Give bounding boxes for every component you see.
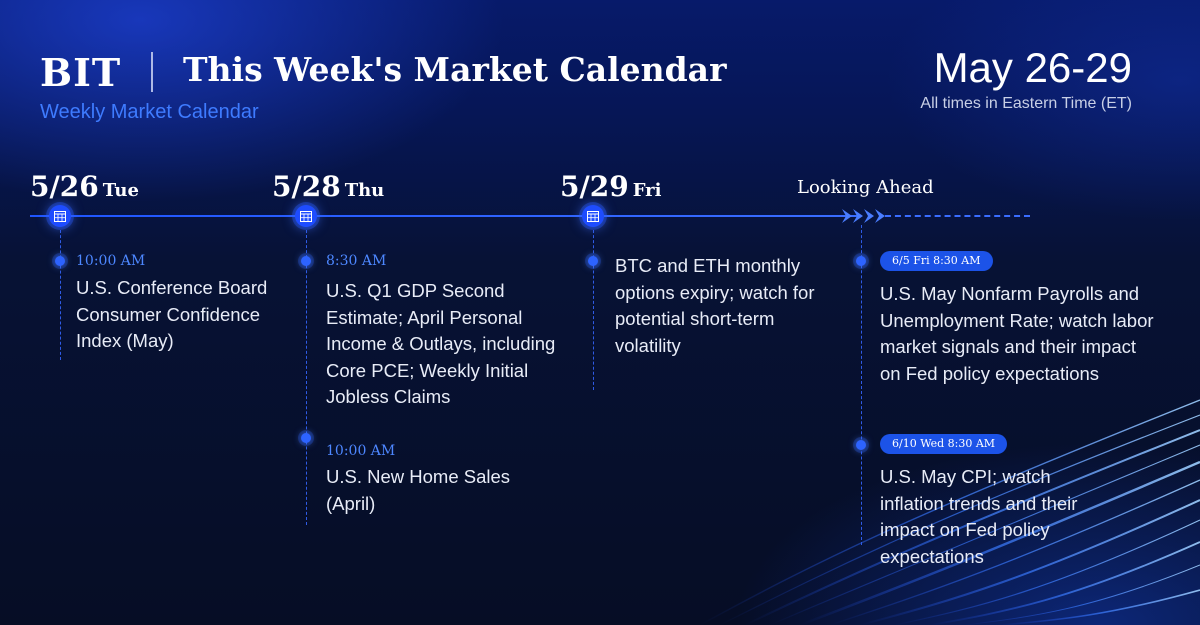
day-header-thu: 5/28 Thu [272, 170, 384, 203]
event-description: U.S. Q1 GDP Second Estimate; April Perso… [326, 280, 556, 407]
timeline-axis-dashed [885, 215, 1030, 217]
event-time: 8:30 AM [326, 253, 387, 269]
timeline-connector [306, 230, 307, 525]
event-date-tag: 6/5 Fri 8:30 AM [880, 251, 993, 271]
calendar-icon [49, 205, 71, 227]
looking-ahead-header: Looking Ahead [797, 177, 934, 198]
day-date: 5/29 [560, 170, 629, 203]
page-title: This Week's Market Calendar [183, 50, 727, 89]
chevron-arrow-icon [842, 209, 885, 223]
brand-logo: BIT [40, 50, 122, 95]
timeline-connector [593, 230, 594, 390]
page-subtitle: Weekly Market Calendar [40, 101, 259, 123]
event-description: BTC and ETH monthly options expiry; watc… [615, 255, 815, 356]
timeline-axis [30, 215, 860, 217]
event-description: U.S. Conference Board Consumer Confidenc… [76, 277, 268, 351]
event-time: 10:00 AM [326, 443, 396, 459]
event-description: U.S. May Nonfarm Payrolls and Unemployme… [880, 283, 1154, 384]
event-dot [856, 256, 866, 266]
event-dot [856, 440, 866, 450]
event-description: U.S. New Home Sales (April) [326, 466, 511, 514]
timeline-connector [861, 225, 862, 545]
event-date-tag: 6/10 Wed 8:30 AM [880, 434, 1008, 454]
day-header-fri: 5/29 Fri [560, 170, 661, 203]
day-header-tue: 5/26 Tue [30, 170, 139, 203]
date-range: May 26-29 [933, 44, 1132, 91]
day-date: 5/26 [30, 170, 99, 203]
day-date: 5/28 [272, 170, 341, 203]
event-dot [55, 256, 65, 266]
event-time: 10:00 AM [76, 253, 146, 269]
event-dot [301, 256, 311, 266]
header-divider [151, 52, 153, 92]
timeline-connector [60, 230, 61, 360]
calendar-icon [295, 205, 317, 227]
day-name: Tue [102, 180, 139, 201]
timezone-note: All times in Eastern Time (ET) [920, 95, 1132, 112]
calendar-icon [582, 205, 604, 227]
event-description: U.S. May CPI; watch inflation trends and… [880, 466, 1078, 567]
day-name: Thu [344, 180, 385, 201]
event-dot [588, 256, 598, 266]
event-dot [301, 433, 311, 443]
day-name: Fri [632, 180, 662, 201]
